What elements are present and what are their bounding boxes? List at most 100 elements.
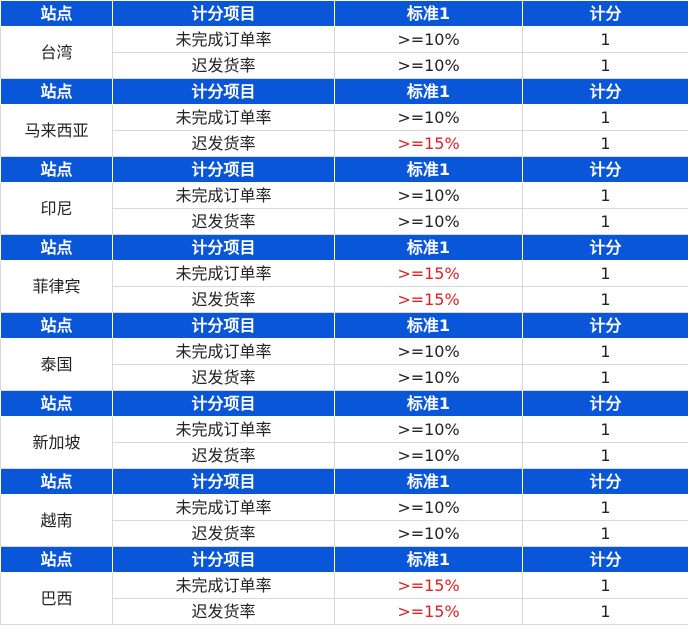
item-cell[interactable]: 未完成订单率 <box>112 572 335 599</box>
header-standard[interactable]: 标准1 <box>334 312 523 339</box>
table-row: 越南 未完成订单率 >=10% 1 <box>0 494 688 547</box>
standard-cell[interactable]: >=10% <box>334 520 523 547</box>
header-standard[interactable]: 标准1 <box>334 468 523 495</box>
item-cell[interactable]: 迟发货率 <box>112 208 335 235</box>
score-cell[interactable]: 1 <box>522 26 688 53</box>
standard-cell[interactable]: >=10% <box>334 442 523 469</box>
item-cell[interactable]: 迟发货率 <box>112 52 335 79</box>
standard-cell[interactable]: >=10% <box>334 208 523 235</box>
item-cell[interactable]: 未完成订单率 <box>112 260 335 287</box>
standard-cell[interactable]: >=10% <box>334 26 523 53</box>
score-cell[interactable]: 1 <box>522 130 688 157</box>
table-row: 迟发货率 >=15% 1 <box>1 598 688 625</box>
standard-cell[interactable]: >=10% <box>334 416 523 443</box>
header-site[interactable]: 站点 <box>0 0 113 27</box>
standard-cell[interactable]: >=15% <box>334 598 523 625</box>
header-score[interactable]: 计分 <box>522 390 688 417</box>
header-site[interactable]: 站点 <box>0 390 113 417</box>
site-cell[interactable]: 泰国 <box>0 338 113 391</box>
standard-cell[interactable]: >=10% <box>334 338 523 365</box>
header-item[interactable]: 计分项目 <box>112 78 335 105</box>
header-row: 站点 计分项目 标准1 计分 <box>0 0 688 27</box>
score-cell[interactable]: 1 <box>522 104 688 131</box>
score-cell[interactable]: 1 <box>522 494 688 521</box>
score-cell[interactable]: 1 <box>522 182 688 209</box>
standard-cell[interactable]: >=10% <box>334 104 523 131</box>
score-cell[interactable]: 1 <box>522 416 688 443</box>
item-cell[interactable]: 未完成订单率 <box>112 26 335 53</box>
header-site[interactable]: 站点 <box>0 156 113 183</box>
header-item[interactable]: 计分项目 <box>112 234 335 261</box>
site-cell[interactable]: 越南 <box>0 494 113 547</box>
header-site[interactable]: 站点 <box>0 468 113 495</box>
score-cell[interactable]: 1 <box>522 338 688 365</box>
table-row: 印尼 未完成订单率 >=10% 1 <box>0 182 688 235</box>
header-site[interactable]: 站点 <box>0 78 113 105</box>
standard-cell[interactable]: >=15% <box>334 572 523 599</box>
item-cell[interactable]: 迟发货率 <box>112 598 335 625</box>
site-cell[interactable]: 马来西亚 <box>0 104 113 157</box>
item-cell[interactable]: 未完成订单率 <box>112 104 335 131</box>
header-standard[interactable]: 标准1 <box>334 78 523 105</box>
score-cell[interactable]: 1 <box>522 364 688 391</box>
header-score[interactable]: 计分 <box>522 156 688 183</box>
score-cell[interactable]: 1 <box>522 208 688 235</box>
standard-cell[interactable]: >=10% <box>334 52 523 79</box>
header-score[interactable]: 计分 <box>522 468 688 495</box>
header-item[interactable]: 计分项目 <box>112 156 335 183</box>
score-cell[interactable]: 1 <box>522 260 688 287</box>
header-score[interactable]: 计分 <box>522 312 688 339</box>
item-cell[interactable]: 迟发货率 <box>112 130 335 157</box>
header-row: 站点 计分项目 标准1 计分 <box>0 390 688 417</box>
header-standard[interactable]: 标准1 <box>334 156 523 183</box>
item-cell[interactable]: 迟发货率 <box>112 520 335 547</box>
site-cell[interactable]: 印尼 <box>0 182 113 235</box>
header-item[interactable]: 计分项目 <box>112 0 335 27</box>
table-row: 迟发货率 >=10% 1 <box>1 520 688 547</box>
site-cell[interactable]: 台湾 <box>0 26 113 79</box>
item-cell[interactable]: 未完成订单率 <box>112 338 335 365</box>
item-cell[interactable]: 迟发货率 <box>112 442 335 469</box>
site-cell[interactable]: 新加坡 <box>0 416 113 469</box>
score-cell[interactable]: 1 <box>522 442 688 469</box>
standard-cell[interactable]: >=10% <box>334 364 523 391</box>
header-site[interactable]: 站点 <box>0 312 113 339</box>
item-cell[interactable]: 迟发货率 <box>112 286 335 313</box>
standard-cell[interactable]: >=10% <box>334 182 523 209</box>
site-cell[interactable]: 菲律宾 <box>0 260 113 313</box>
header-score[interactable]: 计分 <box>522 0 688 27</box>
header-score[interactable]: 计分 <box>522 234 688 261</box>
header-standard[interactable]: 标准1 <box>334 0 523 27</box>
header-row: 站点 计分项目 标准1 计分 <box>0 312 688 339</box>
header-item[interactable]: 计分项目 <box>112 546 335 573</box>
header-score[interactable]: 计分 <box>522 78 688 105</box>
header-site[interactable]: 站点 <box>0 546 113 573</box>
item-cell[interactable]: 未完成订单率 <box>112 494 335 521</box>
score-cell[interactable]: 1 <box>522 520 688 547</box>
table-row: 新加坡 未完成订单率 >=10% 1 <box>0 416 688 469</box>
site-cell[interactable]: 巴西 <box>0 572 113 625</box>
item-cell[interactable]: 未完成订单率 <box>112 182 335 209</box>
score-cell[interactable]: 1 <box>522 598 688 625</box>
standard-cell[interactable]: >=15% <box>334 130 523 157</box>
header-item[interactable]: 计分项目 <box>112 390 335 417</box>
header-standard[interactable]: 标准1 <box>334 546 523 573</box>
header-standard[interactable]: 标准1 <box>334 234 523 261</box>
header-site[interactable]: 站点 <box>0 234 113 261</box>
header-row: 站点 计分项目 标准1 计分 <box>0 468 688 495</box>
standard-cell[interactable]: >=10% <box>334 494 523 521</box>
table-row: 迟发货率 >=15% 1 <box>1 286 688 313</box>
score-cell[interactable]: 1 <box>522 572 688 599</box>
item-cell[interactable]: 未完成订单率 <box>112 416 335 443</box>
standard-cell[interactable]: >=15% <box>334 286 523 313</box>
item-cell[interactable]: 迟发货率 <box>112 364 335 391</box>
score-cell[interactable]: 1 <box>522 52 688 79</box>
score-cell[interactable]: 1 <box>522 286 688 313</box>
header-standard[interactable]: 标准1 <box>334 390 523 417</box>
standard-cell[interactable]: >=15% <box>334 260 523 287</box>
header-item[interactable]: 计分项目 <box>112 468 335 495</box>
header-item[interactable]: 计分项目 <box>112 312 335 339</box>
header-score[interactable]: 计分 <box>522 546 688 573</box>
